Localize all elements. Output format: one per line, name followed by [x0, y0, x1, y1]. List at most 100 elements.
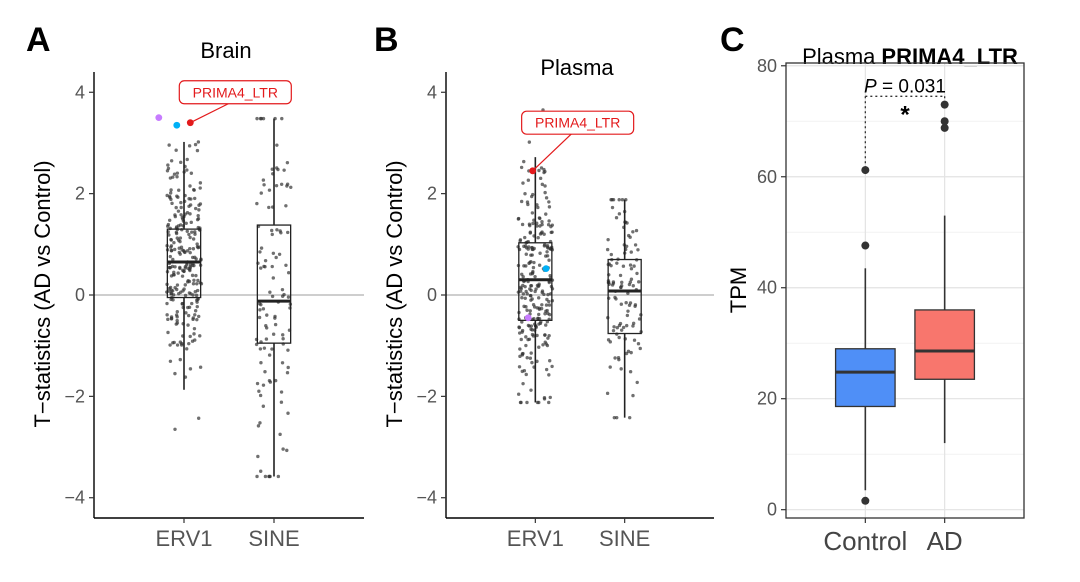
a-erv1-jitter-point [182, 287, 186, 291]
a-erv1-jitter-point [192, 278, 196, 282]
b-sine-jitter-point [618, 273, 623, 278]
a-erv1-jitter-point [188, 212, 192, 216]
a-sine-jitter-point [263, 474, 268, 479]
a-sine-jitter-point [281, 333, 285, 337]
b-erv1-jitter-point [540, 303, 544, 307]
b-erv1-jitter-point [528, 223, 532, 228]
a-erv1-jitter-point [196, 416, 201, 420]
b-erv1-jitter-point [536, 236, 540, 240]
a-highlight-point [173, 121, 181, 129]
b-erv1-jitter-point [542, 232, 546, 236]
b-erv1-jitter-point [537, 168, 541, 173]
a-erv1-jitter-point [173, 213, 177, 217]
b-sine-jitter-point [611, 280, 616, 284]
a-erv1-jitter-point [168, 265, 172, 270]
a-sine-jitter-point [255, 116, 259, 121]
b-sine-jitter-point [606, 237, 610, 242]
a-sine-jitter-point [286, 295, 291, 299]
b-sine-jitter-point [620, 198, 625, 202]
a-erv1-jitter-point [174, 231, 179, 236]
a-erv1-jitter-point [187, 232, 191, 237]
b-erv1-jitter-point [520, 222, 525, 227]
a-sine-jitter-point [259, 191, 263, 195]
a-erv1-jitter-point [198, 186, 202, 190]
a-erv1-jitter-point [195, 217, 200, 222]
b-erv1-jitter-point [529, 288, 533, 293]
a-erv1-jitter-point [188, 235, 192, 240]
c-y-tick-label: 0 [767, 500, 777, 520]
a-erv1-jitter-point [173, 371, 177, 376]
b-erv1-jitter-point [543, 184, 547, 188]
a-erv1-jitter-point [176, 238, 181, 242]
a-erv1-jitter-point [170, 201, 174, 206]
b-erv1-jitter-point [522, 369, 527, 373]
a-erv1-jitter-point [175, 283, 180, 287]
b-erv1-jitter-point [545, 250, 549, 254]
b-erv1-jitter-point [531, 303, 536, 307]
a-erv1-jitter-point [184, 263, 189, 267]
b-erv1-jitter-point [521, 181, 525, 185]
b-erv1-jitter-point [526, 178, 531, 182]
a-erv1-jitter-point [166, 317, 170, 322]
a-y-tick-label: 0 [75, 285, 85, 305]
b-erv1-jitter-point [525, 308, 529, 312]
b-erv1-jitter-point [520, 320, 524, 324]
c-p-value-label: P = 0.031 [864, 76, 946, 97]
b-erv1-jitter-point [547, 205, 552, 209]
a-sine-jitter-point [284, 204, 288, 208]
b-erv1-jitter-point [528, 356, 533, 360]
b-erv1-jitter-point [531, 221, 535, 226]
b-erv1-jitter-point [540, 222, 544, 227]
c-ad-box [914, 309, 976, 380]
a-sine-jitter-point [275, 143, 279, 147]
b-erv1-jitter-point [524, 252, 528, 256]
a-sine-jitter-point [273, 314, 277, 319]
a-erv1-jitter-point [168, 343, 172, 347]
panel-c-plot-area: P = 0.031 * 0 20 40 60 80 Control AD [757, 56, 1025, 556]
a-erv1-jitter-point [175, 321, 180, 325]
b-erv1-jitter-point [517, 325, 522, 330]
a-sine-jitter-point [270, 294, 275, 299]
a-erv1-jitter-point [193, 142, 198, 147]
b-sine-jitter-point [613, 356, 617, 360]
c-y-tick-label: 60 [757, 167, 777, 187]
a-erv1-jitter-point [185, 157, 189, 162]
b-erv1-jitter-point [528, 309, 532, 313]
a-erv1-jitter-point [191, 282, 196, 286]
a-erv1-jitter-point [179, 200, 183, 205]
a-erv1-jitter-point [183, 293, 188, 298]
a-erv1-jitter-point [166, 330, 170, 335]
panel-b: B Plasma T−statistics (AD vs Control) PR… [374, 21, 714, 551]
a-erv1-jitter-point [191, 316, 195, 320]
b-sine-jitter-point [619, 328, 624, 332]
a-sine-jitter-point [275, 228, 279, 232]
b-erv1-jitter-point [524, 246, 529, 250]
a-erv1-jitter-point [167, 218, 172, 223]
a-erv1-jitter-point [192, 188, 196, 192]
a-sine-jitter-point [277, 252, 282, 257]
a-sine-jitter-point [267, 378, 272, 383]
a-sine-jitter-point [261, 178, 266, 182]
b-sine-jitter-point [615, 415, 619, 420]
b-y-tick-label: −2 [416, 386, 437, 406]
b-erv1-jitter-point [542, 397, 547, 401]
a-erv1-jitter-point [168, 359, 173, 364]
b-erv1-jitter-point [522, 159, 526, 164]
a-erv1-jitter-point [192, 326, 197, 331]
panel-b-plot-area: PRIMA4_LTR −4 −2 0 2 4 ERV1 SINE [416, 72, 714, 551]
b-erv1-jitter-point [529, 351, 533, 355]
a-erv1-jitter-point [198, 181, 203, 185]
b-erv1-jitter-point [535, 333, 539, 338]
a-erv1-jitter-point [168, 191, 173, 195]
b-sine-jitter-point [608, 340, 612, 344]
a-erv1-jitter-point [165, 301, 169, 306]
b-erv1-jitter-point [526, 323, 531, 328]
b-erv1-jitter-point [516, 217, 521, 221]
a-erv1-jitter-point [195, 282, 199, 286]
a-erv1-jitter-point [198, 202, 203, 206]
b-sine-jitter-point [632, 264, 636, 268]
b-erv1-jitter-point [536, 284, 540, 289]
b-erv1-jitter-point [550, 223, 555, 227]
a-erv1-jitter-point [188, 334, 192, 339]
b-erv1-jitter-point [543, 190, 547, 195]
